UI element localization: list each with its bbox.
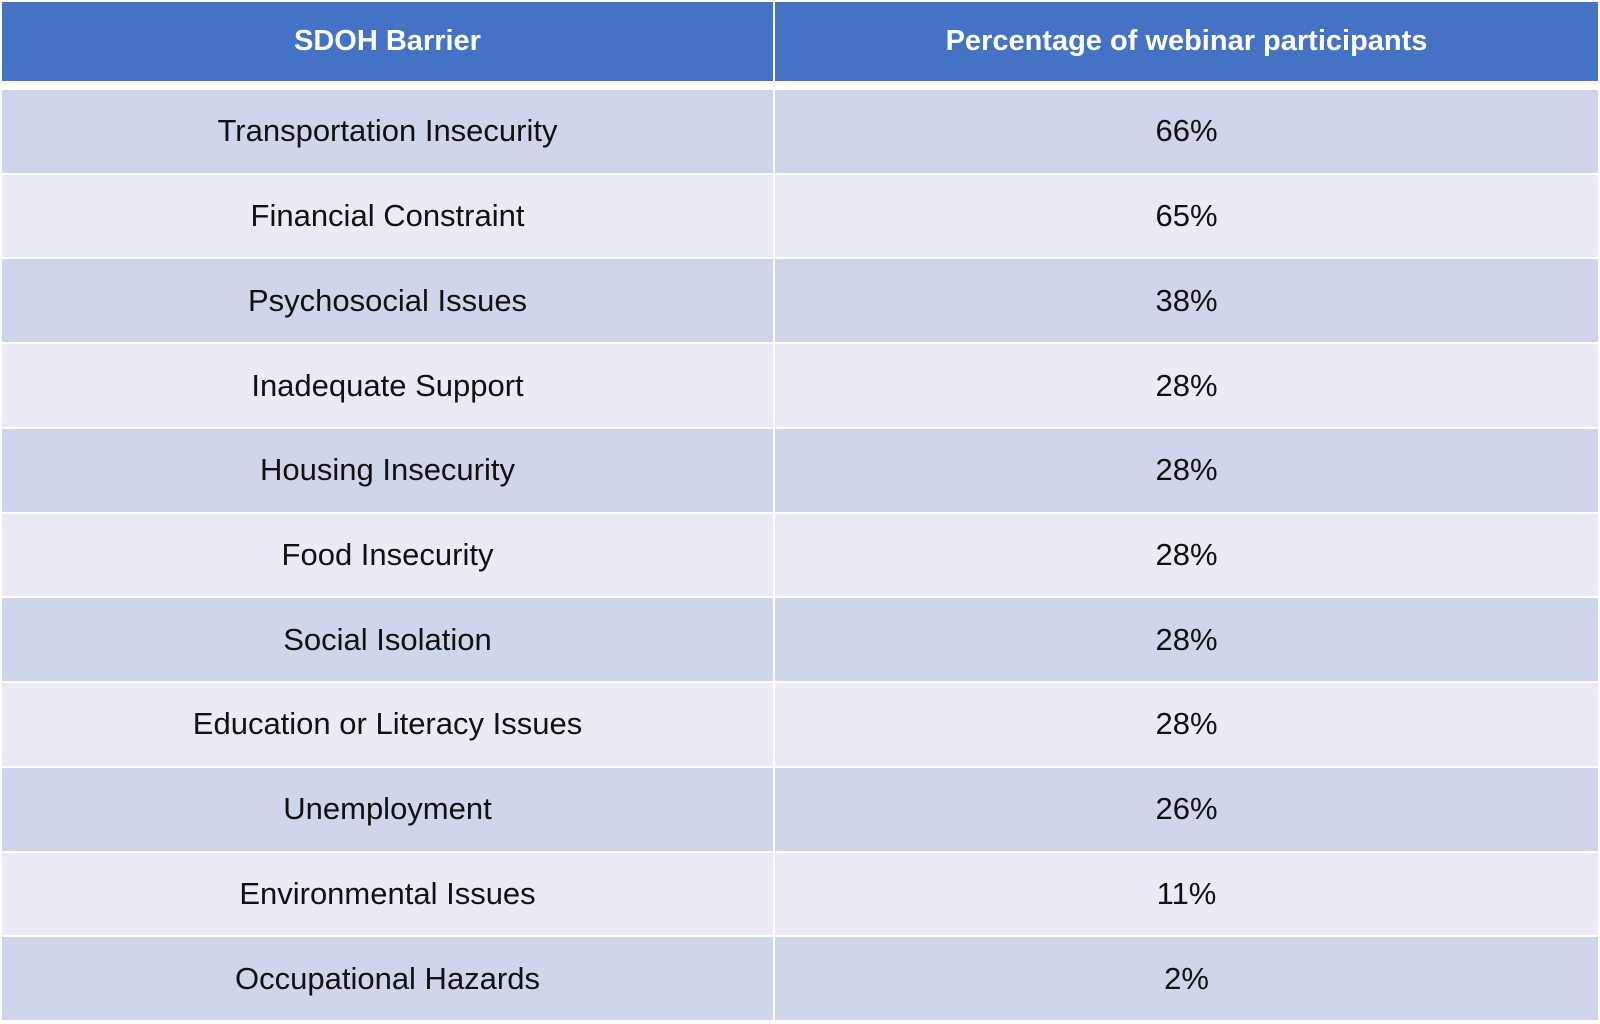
barrier-cell: Financial Constraint xyxy=(2,174,773,258)
barrier-cell: Environmental Issues xyxy=(2,852,773,936)
barrier-cell: Transportation Insecurity xyxy=(2,90,773,173)
percentage-cell: 28% xyxy=(775,513,1598,597)
barrier-cell: Occupational Hazards xyxy=(2,937,773,1020)
percentage-cell: 11% xyxy=(775,852,1598,936)
header-cell: SDOH Barrier xyxy=(2,2,773,81)
barrier-cell: Social Isolation xyxy=(2,598,773,682)
percentage-cell: 26% xyxy=(775,767,1598,851)
barrier-cell: Psychosocial Issues xyxy=(2,259,773,343)
barrier-cell: Food Insecurity xyxy=(2,513,773,597)
percentage-cell: 66% xyxy=(775,90,1598,173)
percentage-cell: 28% xyxy=(775,344,1598,427)
percentage-cell: 28% xyxy=(775,598,1598,682)
barrier-cell: Education or Literacy Issues xyxy=(2,683,773,766)
percentage-cell: 28% xyxy=(775,428,1598,512)
percentage-cell: 38% xyxy=(775,259,1598,343)
header-cell: Percentage of webinar participants xyxy=(775,2,1598,81)
barrier-cell: Unemployment xyxy=(2,767,773,851)
percentage-cell: 2% xyxy=(775,937,1598,1020)
barrier-cell: Housing Insecurity xyxy=(2,428,773,512)
percentage-cell: 65% xyxy=(775,174,1598,258)
barrier-cell: Inadequate Support xyxy=(2,344,773,427)
percentage-cell: 28% xyxy=(775,683,1598,766)
